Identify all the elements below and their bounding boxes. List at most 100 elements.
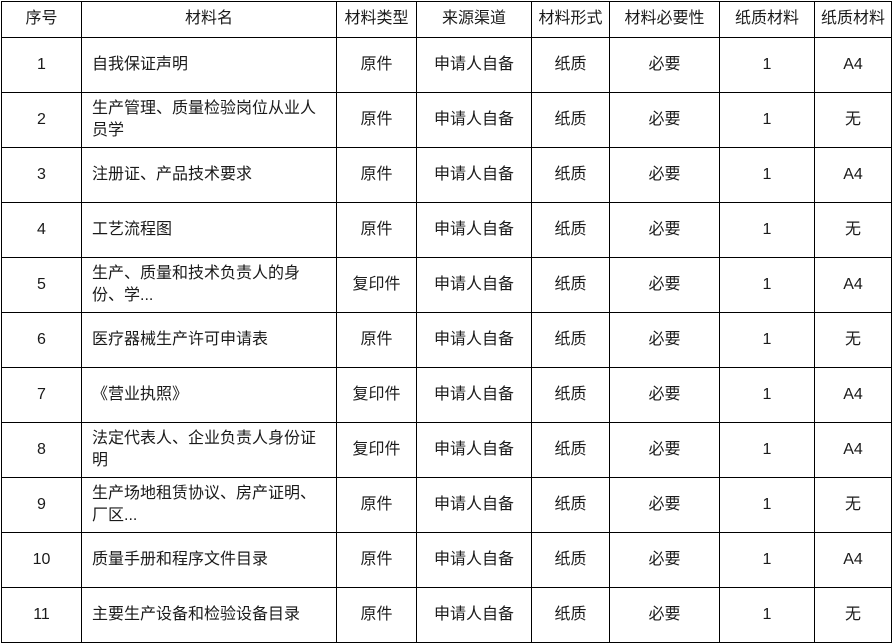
- cell-source-channel: 申请人自备: [416, 367, 532, 423]
- cell-material-necessity: 必要: [609, 422, 720, 478]
- header-material-form: 材料形式: [531, 1, 610, 38]
- cell-source-channel: 申请人自备: [416, 202, 532, 258]
- cell-material-type: 原件: [336, 92, 417, 148]
- cell-paper-spec: A4: [814, 367, 892, 423]
- header-material-name: 材料名: [81, 1, 337, 38]
- cell-paper-spec: A4: [814, 147, 892, 203]
- cell-material-name: 法定代表人、企业负责人身份证明: [81, 422, 337, 478]
- table-row: 7 《营业执照》 复印件 申请人自备 纸质 必要 1 A4: [1, 367, 892, 423]
- cell-paper-copies: 1: [719, 147, 815, 203]
- cell-material-name: 生产、质量和技术负责人的身份、学...: [81, 257, 337, 313]
- cell-material-necessity: 必要: [609, 37, 720, 93]
- header-seq: 序号: [1, 1, 82, 38]
- cell-source-channel: 申请人自备: [416, 92, 532, 148]
- cell-source-channel: 申请人自备: [416, 312, 532, 368]
- header-material-necessity: 材料必要性: [609, 1, 720, 38]
- cell-seq: 8: [1, 422, 82, 478]
- cell-paper-spec: A4: [814, 532, 892, 588]
- cell-material-name: 自我保证声明: [81, 37, 337, 93]
- cell-paper-spec: A4: [814, 422, 892, 478]
- cell-material-name: 医疗器械生产许可申请表: [81, 312, 337, 368]
- header-source-channel: 来源渠道: [416, 1, 532, 38]
- header-material-type: 材料类型: [336, 1, 417, 38]
- cell-material-necessity: 必要: [609, 147, 720, 203]
- table-row: 6 医疗器械生产许可申请表 原件 申请人自备 纸质 必要 1 无: [1, 312, 892, 368]
- cell-material-name: 注册证、产品技术要求: [81, 147, 337, 203]
- table-row: 3 注册证、产品技术要求 原件 申请人自备 纸质 必要 1 A4: [1, 147, 892, 203]
- cell-material-form: 纸质: [531, 477, 610, 533]
- cell-material-type: 原件: [336, 147, 417, 203]
- cell-source-channel: 申请人自备: [416, 147, 532, 203]
- cell-paper-spec: 无: [814, 92, 892, 148]
- cell-material-form: 纸质: [531, 312, 610, 368]
- cell-paper-copies: 1: [719, 92, 815, 148]
- cell-material-necessity: 必要: [609, 477, 720, 533]
- cell-seq: 7: [1, 367, 82, 423]
- cell-material-form: 纸质: [531, 147, 610, 203]
- cell-material-form: 纸质: [531, 532, 610, 588]
- cell-seq: 10: [1, 532, 82, 588]
- header-row: 序号 材料名 材料类型 来源渠道 材料形式 材料必要性 纸质材料 纸质材料: [1, 1, 892, 38]
- cell-source-channel: 申请人自备: [416, 587, 532, 643]
- cell-material-necessity: 必要: [609, 312, 720, 368]
- cell-material-name: 《营业执照》: [81, 367, 337, 423]
- table-row: 8 法定代表人、企业负责人身份证明 复印件 申请人自备 纸质 必要 1 A4: [1, 422, 892, 478]
- cell-material-type: 原件: [336, 312, 417, 368]
- cell-paper-copies: 1: [719, 367, 815, 423]
- cell-paper-spec: 无: [814, 587, 892, 643]
- cell-material-type: 原件: [336, 477, 417, 533]
- cell-source-channel: 申请人自备: [416, 422, 532, 478]
- cell-seq: 2: [1, 92, 82, 148]
- cell-material-necessity: 必要: [609, 92, 720, 148]
- cell-paper-copies: 1: [719, 202, 815, 258]
- cell-paper-copies: 1: [719, 532, 815, 588]
- cell-material-type: 复印件: [336, 367, 417, 423]
- cell-material-name: 工艺流程图: [81, 202, 337, 258]
- table-row: 9 生产场地租赁协议、房产证明、厂区... 原件 申请人自备 纸质 必要 1 无: [1, 477, 892, 533]
- cell-material-name: 生产管理、质量检验岗位从业人员学: [81, 92, 337, 148]
- cell-material-necessity: 必要: [609, 367, 720, 423]
- cell-seq: 5: [1, 257, 82, 313]
- cell-seq: 4: [1, 202, 82, 258]
- cell-material-type: 原件: [336, 532, 417, 588]
- cell-material-form: 纸质: [531, 587, 610, 643]
- cell-seq: 9: [1, 477, 82, 533]
- cell-material-name: 生产场地租赁协议、房产证明、厂区...: [81, 477, 337, 533]
- cell-paper-spec: A4: [814, 37, 892, 93]
- cell-source-channel: 申请人自备: [416, 477, 532, 533]
- table-row: 5 生产、质量和技术负责人的身份、学... 复印件 申请人自备 纸质 必要 1 …: [1, 257, 892, 313]
- cell-material-type: 原件: [336, 37, 417, 93]
- cell-paper-copies: 1: [719, 422, 815, 478]
- cell-paper-copies: 1: [719, 477, 815, 533]
- cell-paper-copies: 1: [719, 37, 815, 93]
- cell-source-channel: 申请人自备: [416, 532, 532, 588]
- cell-source-channel: 申请人自备: [416, 37, 532, 93]
- cell-paper-copies: 1: [719, 257, 815, 313]
- table-row: 4 工艺流程图 原件 申请人自备 纸质 必要 1 无: [1, 202, 892, 258]
- table-row: 2 生产管理、质量检验岗位从业人员学 原件 申请人自备 纸质 必要 1 无: [1, 92, 892, 148]
- cell-material-form: 纸质: [531, 257, 610, 313]
- cell-paper-copies: 1: [719, 312, 815, 368]
- cell-material-form: 纸质: [531, 202, 610, 258]
- cell-material-type: 原件: [336, 202, 417, 258]
- cell-material-type: 原件: [336, 587, 417, 643]
- cell-material-type: 复印件: [336, 422, 417, 478]
- table-row: 1 自我保证声明 原件 申请人自备 纸质 必要 1 A4: [1, 37, 892, 93]
- header-paper-spec: 纸质材料: [814, 1, 892, 38]
- cell-paper-spec: A4: [814, 257, 892, 313]
- cell-material-name: 质量手册和程序文件目录: [81, 532, 337, 588]
- cell-seq: 3: [1, 147, 82, 203]
- cell-material-form: 纸质: [531, 422, 610, 478]
- cell-material-necessity: 必要: [609, 587, 720, 643]
- cell-material-form: 纸质: [531, 367, 610, 423]
- cell-material-form: 纸质: [531, 92, 610, 148]
- header-paper-copies: 纸质材料: [719, 1, 815, 38]
- cell-seq: 11: [1, 587, 82, 643]
- cell-material-necessity: 必要: [609, 532, 720, 588]
- cell-seq: 6: [1, 312, 82, 368]
- cell-material-necessity: 必要: [609, 257, 720, 313]
- cell-seq: 1: [1, 37, 82, 93]
- cell-paper-copies: 1: [719, 587, 815, 643]
- cell-material-name: 主要生产设备和检验设备目录: [81, 587, 337, 643]
